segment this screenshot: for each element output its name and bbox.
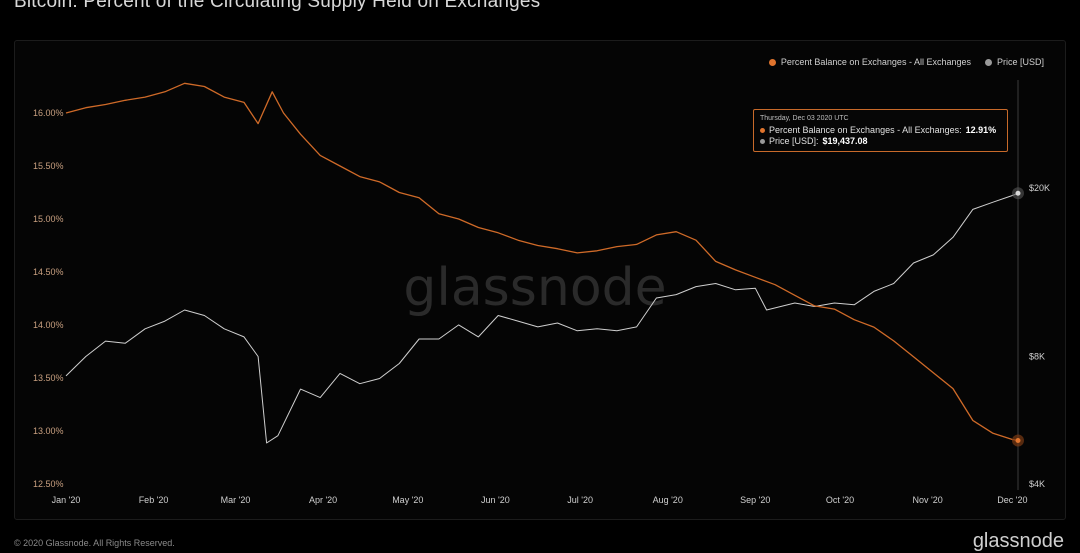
x-tick-label: Sep '20: [740, 495, 770, 505]
x-axis: Jan '20 Feb '20 Mar '20 Apr '20 May '20 Jun '…: [52, 495, 1028, 505]
x-tick-label: Mar '20: [221, 495, 251, 505]
y-right-tick-label: $20K: [1029, 183, 1050, 193]
footer-logo: glassnode: [972, 530, 1064, 552]
y-left-tick-label: 15.00%: [33, 214, 64, 224]
tooltip-value-price: $19,437.08: [822, 136, 868, 146]
x-tick-label: Aug '20: [653, 495, 683, 505]
legend-label-percent: Percent Balance on Exchanges - All Excha…: [780, 57, 971, 67]
percent-line: [65, 82, 1019, 442]
y-left-tick-label: 13.00%: [33, 426, 64, 436]
legend: Percent Balance on Exchanges - All Excha…: [0, 57, 1044, 67]
left-axis: 16.00% 15.50% 15.00% 14.50% 14.00% 13.50% 13.0…: [33, 108, 64, 489]
legend-dot-price: [984, 58, 992, 66]
tooltip-dot-percent: [760, 128, 765, 133]
tooltip-dot-price: [760, 139, 765, 144]
y-left-tick-label: 14.00%: [33, 320, 64, 330]
legend-item-percent[interactable]: Percent Balance on Exchanges - All Excha…: [768, 57, 971, 67]
price-line: [65, 192, 1019, 444]
y-right-tick-label: $4K: [1029, 479, 1045, 489]
legend-item-price[interactable]: Price [USD]: [984, 57, 1044, 67]
x-tick-label: Apr '20: [309, 495, 337, 505]
tooltip-row-price: Price [USD]: $19,437.08: [760, 136, 1007, 147]
x-tick-label: Jun '20: [481, 495, 510, 505]
percent-hover-point: [1015, 438, 1021, 444]
x-tick-label: Oct '20: [826, 495, 854, 505]
tooltip-value-percent: 12.91%: [965, 125, 997, 135]
y-right-tick-label: $8K: [1029, 352, 1045, 362]
legend-label-price: Price [USD]: [996, 57, 1044, 67]
tooltip-row-percent: Percent Balance on Exchanges - All Excha…: [760, 125, 1007, 136]
tooltip: Thursday, Dec 03 2020 UTC Percent Balanc…: [753, 109, 1008, 152]
tooltip-label-price: Price [USD]:: [769, 136, 819, 146]
x-tick-label: Nov '20: [912, 495, 942, 505]
x-tick-label: Dec '20: [997, 495, 1027, 505]
y-left-tick-label: 15.50%: [33, 161, 64, 171]
legend-dot-percent: [768, 58, 776, 66]
footer-copyright: © 2020 Glassnode. All Rights Reserved.: [14, 538, 175, 548]
watermark: glassnode: [403, 258, 666, 318]
y-left-tick-label: 13.50%: [33, 373, 64, 383]
tooltip-date: Thursday, Dec 03 2020 UTC: [760, 115, 849, 122]
y-left-tick-label: 16.00%: [33, 108, 64, 118]
x-tick-label: Feb '20: [139, 495, 169, 505]
x-tick-label: Jan '20: [52, 495, 81, 505]
tooltip-label-percent: Percent Balance on Exchanges - All Excha…: [769, 125, 962, 135]
x-tick-label: Jul '20: [567, 495, 593, 505]
right-axis: $20K $8K $4K: [1029, 183, 1050, 489]
chart-title: Bitcoin: Percent of the Circulating Supp…: [14, 0, 541, 12]
price-hover-point: [1015, 190, 1021, 196]
y-left-tick-label: 14.50%: [33, 267, 64, 277]
x-tick-label: May '20: [392, 495, 423, 505]
y-left-tick-label: 12.50%: [33, 479, 64, 489]
series-group: [65, 82, 1024, 447]
